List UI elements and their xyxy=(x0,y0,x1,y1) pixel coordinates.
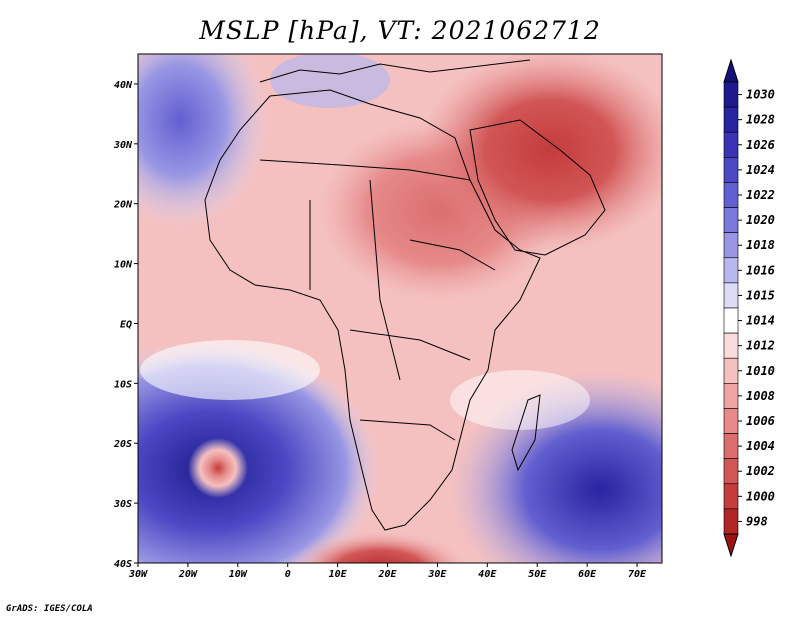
colorbar-label: 1030 xyxy=(746,88,775,102)
colorbar-swatch xyxy=(723,357,739,384)
colorbar-swatch xyxy=(723,182,739,208)
lat-tick-label: 20S xyxy=(113,439,132,450)
colorbar-label: 1014 xyxy=(746,314,775,328)
colorbar-label: 1006 xyxy=(746,414,775,428)
colorbar-swatch xyxy=(723,483,739,510)
colorbar-label: 1026 xyxy=(746,138,775,152)
europe-coast xyxy=(259,59,531,83)
colorbar-swatch xyxy=(723,307,739,334)
colorbar-swatch xyxy=(723,131,739,158)
lon-tick-label: 30W xyxy=(128,569,148,580)
colorbar-label: 1002 xyxy=(746,464,775,478)
border-6 xyxy=(359,419,456,441)
colorbar-swatch xyxy=(723,508,739,535)
lat-tick-label: 40N xyxy=(114,80,133,91)
colorbar-label: 1008 xyxy=(746,389,775,403)
colorbar-swatch xyxy=(723,232,739,259)
colorbar-top-arrow xyxy=(723,58,739,83)
colorbar-label: 1020 xyxy=(746,213,775,227)
arabia-outline xyxy=(469,119,606,256)
border-1 xyxy=(259,159,471,181)
colorbar-label: 1028 xyxy=(746,113,775,127)
colorbar-label: 1018 xyxy=(746,238,775,252)
lon-tick-label: 40E xyxy=(478,569,497,580)
colorbar-swatch xyxy=(723,408,739,434)
lon-tick-label: 0 xyxy=(285,569,291,580)
colorbar-label: 1022 xyxy=(746,188,775,202)
lat-tick-label: 20N xyxy=(113,200,133,211)
colorbar-swatch xyxy=(723,157,739,183)
colorbar-label: 1016 xyxy=(746,263,775,277)
border-3 xyxy=(369,179,401,381)
colorbar-label: 1015 xyxy=(746,288,775,302)
colorbar-swatch xyxy=(723,332,739,359)
latitude-axis: 40N 30N 20N 10N EQ 10S 20S 30S 40S xyxy=(113,80,138,570)
lat-tick-label: 30N xyxy=(113,140,133,151)
colorbar-swatch xyxy=(723,282,739,309)
colorbar-swatch xyxy=(723,81,739,108)
lat-tick-label: 40S xyxy=(114,559,132,570)
madagascar-outline xyxy=(511,394,541,472)
lat-tick-label: 10N xyxy=(114,260,133,271)
lat-tick-label: 30S xyxy=(113,499,132,510)
plot-frame xyxy=(137,53,663,564)
colorbar-label: 998 xyxy=(746,514,768,528)
colorbar: 1030 1028 1026 1024 1022 1020 1018 1016 1015 1014… xyxy=(723,58,775,558)
lon-tick-label: 60E xyxy=(578,569,597,580)
map-title: MSLP [hPa], VT: 2021062712 xyxy=(199,16,601,45)
colorbar-label: 1004 xyxy=(746,439,775,453)
colorbar-label: 1024 xyxy=(746,163,775,177)
lon-tick-label: 10E xyxy=(329,569,348,580)
border-4 xyxy=(409,239,496,271)
colorbar-swatch xyxy=(723,433,739,459)
colorbar-swatch xyxy=(723,383,739,409)
colorbar-label: 1000 xyxy=(746,489,775,503)
pressure-field xyxy=(138,54,662,563)
grads-credit: GrADS: IGES/COLA xyxy=(6,604,93,614)
lon-tick-label: 10W xyxy=(229,569,248,580)
lon-tick-label: 70E xyxy=(628,569,647,580)
border-5 xyxy=(349,329,471,361)
colorbar-swatch xyxy=(723,207,739,233)
colorbar-bottom-arrow xyxy=(723,533,739,558)
colorbar-label: 1012 xyxy=(746,339,775,353)
coastlines xyxy=(204,59,606,531)
lat-tick-label: EQ xyxy=(120,319,132,330)
lon-tick-label: 50E xyxy=(528,569,547,580)
colorbar-swatch xyxy=(723,458,739,485)
longitude-axis: 30W 20W 10W 0 10E 20E 30E 40E 50E 60E 70E xyxy=(128,563,647,580)
lon-tick-label: 30E xyxy=(427,569,447,580)
lon-tick-label: 20W xyxy=(178,569,198,580)
colorbar-swatch xyxy=(723,106,739,133)
lat-tick-label: 10S xyxy=(114,379,132,390)
lon-tick-label: 20E xyxy=(377,569,397,580)
colorbar-label: 1010 xyxy=(746,364,775,378)
colorbar-swatch xyxy=(723,257,739,284)
